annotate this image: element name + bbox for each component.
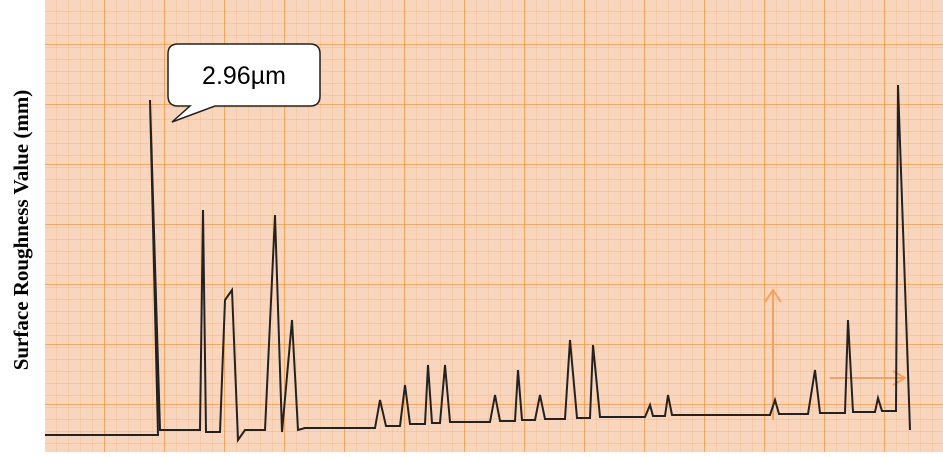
roughness-trace: 2.96µm Surface Roughness Value (mm): [0, 0, 943, 457]
axis-label: Surface Roughness Value (mm): [9, 90, 33, 371]
callout-text: 2.96µm: [202, 62, 286, 90]
page: 2.96µm Surface Roughness Value (mm) (() …: [0, 0, 943, 457]
